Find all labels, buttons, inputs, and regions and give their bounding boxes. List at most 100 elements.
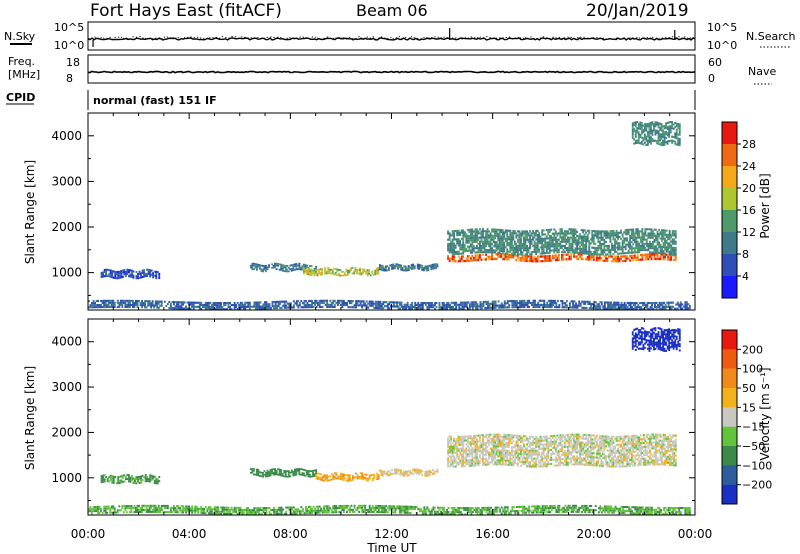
echo-cell xyxy=(124,305,127,308)
echo-cell xyxy=(504,253,507,256)
echo-cell xyxy=(647,245,650,248)
echo-cell xyxy=(612,248,615,251)
echo-cell xyxy=(122,301,125,304)
echo-cell xyxy=(274,305,277,308)
echo-cell xyxy=(315,267,317,270)
echo-cell xyxy=(140,274,142,277)
echo-cell xyxy=(386,470,389,473)
echo-cell xyxy=(500,457,503,460)
echo-cell xyxy=(528,305,530,308)
echo-cell xyxy=(482,253,484,257)
echo-cell xyxy=(666,126,669,129)
echo-cell xyxy=(179,307,181,310)
echo-cell xyxy=(361,306,364,309)
echo-cell xyxy=(456,252,459,255)
echo-cell xyxy=(668,140,671,143)
echo-cell xyxy=(252,468,255,470)
echo-cell xyxy=(289,268,292,271)
echo-cell xyxy=(668,133,671,136)
echo-cell xyxy=(456,451,459,454)
echo-cell xyxy=(687,303,690,306)
echo-cell xyxy=(569,306,571,309)
echo-cell xyxy=(482,436,484,439)
echo-cell xyxy=(570,257,572,261)
echo-cell xyxy=(141,302,143,305)
echo-cell xyxy=(142,304,145,307)
echo-cell xyxy=(251,471,254,474)
echo-cell xyxy=(605,259,607,262)
echo-cell xyxy=(281,269,284,272)
echo-cell xyxy=(374,302,377,305)
echo-cell xyxy=(474,454,477,457)
echo-cell xyxy=(522,306,524,309)
echo-cell xyxy=(547,259,550,262)
echo-cell xyxy=(647,236,650,239)
echo-cell xyxy=(359,271,361,274)
echo-cell xyxy=(527,453,530,456)
echo-cell xyxy=(469,245,472,248)
echo-cell xyxy=(664,258,666,261)
echo-cell xyxy=(552,299,555,302)
echo-cell xyxy=(544,243,547,246)
echo-cell xyxy=(667,256,670,259)
echo-cell xyxy=(306,264,308,267)
echo-cell xyxy=(526,238,528,241)
echo-cell xyxy=(207,304,210,307)
echo-cell xyxy=(550,299,553,302)
echo-cell xyxy=(495,241,498,244)
echo-cell xyxy=(438,306,441,309)
echo-cell xyxy=(344,477,347,480)
echo-cell xyxy=(417,304,420,307)
echo-cell xyxy=(456,234,459,237)
echo-cell xyxy=(520,253,522,256)
echo-cell xyxy=(468,465,471,468)
echo-cell xyxy=(567,253,569,256)
echo-cell xyxy=(586,255,589,259)
echo-cell xyxy=(298,302,301,305)
echo-cell xyxy=(663,127,666,130)
echo-cell xyxy=(326,474,329,477)
echo-cell xyxy=(413,470,416,473)
echo-cell xyxy=(506,443,509,446)
echo-cell xyxy=(596,305,599,308)
echo-cell xyxy=(611,305,614,308)
echo-cell xyxy=(603,238,606,241)
echo-cell xyxy=(592,253,595,256)
echo-cell xyxy=(608,251,610,254)
echo-cell xyxy=(658,241,660,244)
echo-cell xyxy=(130,303,133,306)
echo-cell xyxy=(489,437,492,440)
echo-cell xyxy=(654,125,657,128)
echo-cell xyxy=(648,308,650,311)
echo-cell xyxy=(568,257,571,261)
echo-cell xyxy=(561,440,563,443)
echo-cell xyxy=(451,449,454,452)
echo-cell xyxy=(542,447,545,450)
echo-cell xyxy=(350,306,353,309)
echo-cell xyxy=(128,480,130,483)
echo-cell xyxy=(486,240,489,243)
echo-cell xyxy=(217,308,219,311)
echo-cell xyxy=(103,306,106,309)
echo-cell xyxy=(600,234,603,237)
echo-cell xyxy=(579,235,582,238)
echo-cell xyxy=(585,250,588,253)
echo-cell xyxy=(632,228,635,231)
echo-cell xyxy=(635,238,638,241)
echo-cell xyxy=(538,461,541,464)
echo-cell xyxy=(457,242,460,245)
echo-cell xyxy=(645,255,648,259)
echo-cell xyxy=(651,304,653,307)
echo-cell xyxy=(463,246,466,249)
echo-cell xyxy=(670,236,673,239)
echo-cell xyxy=(556,258,559,262)
echo-cell xyxy=(651,123,654,126)
echo-cell xyxy=(330,303,333,306)
echo-cell xyxy=(521,461,524,463)
echo-cell xyxy=(579,247,582,250)
echo-cell xyxy=(459,257,462,261)
echo-cell xyxy=(142,302,145,305)
echo-cell xyxy=(510,450,513,453)
echo-cell xyxy=(553,444,556,447)
echo-cell xyxy=(565,461,568,464)
